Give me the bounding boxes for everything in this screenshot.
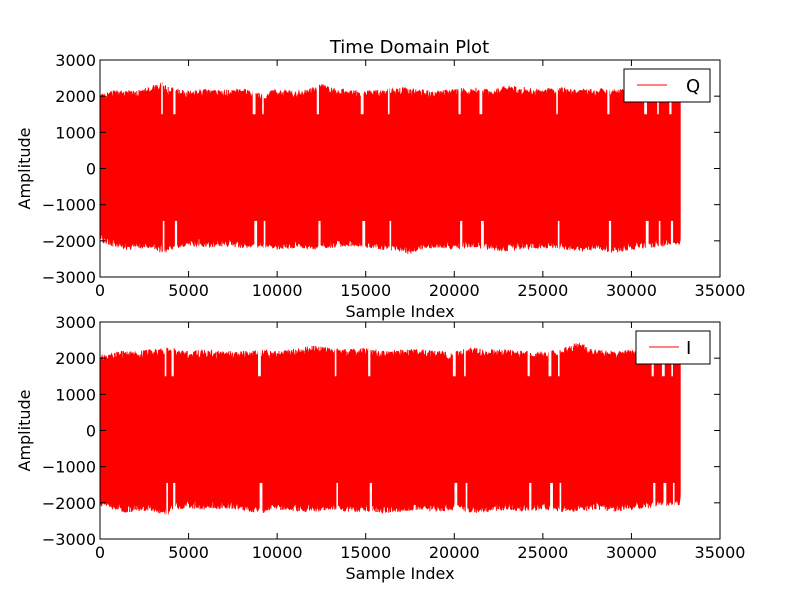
i-y-tick-label: 0 (86, 422, 96, 441)
i-signal-dip-top (452, 345, 456, 377)
q-y-tick-label: 3000 (55, 51, 96, 70)
q-signal-dip-bottom (318, 220, 321, 254)
i-channel-subplot: 0 5000 10000 15000 20000 25000 30000 35000−3000… (15, 313, 745, 583)
q-signal-dip-top (173, 83, 176, 115)
q-signal-dip-bottom (557, 220, 560, 254)
i-signal-dip-bottom (166, 482, 168, 516)
q-signal-dip-bottom (174, 220, 178, 254)
q-x-tick-label: 35000 (695, 281, 746, 300)
q-x-tick-label: 0 (95, 281, 105, 300)
i-signal-dip-bottom (653, 482, 656, 516)
i-legend: I (635, 330, 711, 365)
i-signal-dip-bottom (529, 482, 532, 516)
i-signal-dip-top (171, 345, 174, 377)
q-x-tick-label: 20000 (429, 281, 480, 300)
i-signal-dip-bottom (559, 482, 562, 516)
q-x-tick-label: 30000 (606, 281, 657, 300)
q-x-axis-label: Sample Index (345, 302, 454, 321)
q-y-tick-label: −1000 (42, 196, 96, 215)
i-signal-dip-top (527, 345, 530, 377)
i-y-axis-label: Amplitude (15, 390, 34, 472)
q-legend: Q (623, 68, 711, 103)
i-signal-dip-bottom (663, 482, 667, 516)
i-signal-dip-bottom (369, 482, 372, 516)
i-y-tick-label: −3000 (42, 530, 96, 549)
i-x-tick-label: 25000 (517, 543, 568, 562)
i-signal-dip-bottom (173, 482, 176, 516)
q-x-tick-label: 25000 (517, 281, 568, 300)
figure-title: Time Domain Plot (329, 37, 489, 58)
q-legend-label: Q (686, 76, 700, 97)
q-signal-dip-bottom (608, 220, 612, 254)
i-signal-dip-bottom (259, 482, 263, 516)
i-x-tick-label: 35000 (695, 543, 746, 562)
i-y-tick-label: 2000 (55, 349, 96, 368)
i-x-tick-label: 30000 (606, 543, 657, 562)
i-signal-trace (99, 343, 681, 515)
i-signal-dip-top (558, 345, 560, 377)
q-signal-dip-top (556, 83, 558, 115)
q-y-tick-label: −2000 (42, 232, 96, 251)
i-signal-dip-bottom (465, 482, 468, 516)
q-signal-dip-bottom (645, 220, 649, 254)
i-x-axis-label: Sample Index (345, 564, 454, 583)
q-x-tick-label: 5000 (168, 281, 209, 300)
q-signal-series (99, 82, 681, 254)
i-axis-ticks: 0 5000 10000 15000 20000 25000 30000 35000−3000… (42, 313, 746, 562)
i-signal-dip-top (464, 345, 466, 377)
i-legend-label: I (686, 338, 691, 359)
q-signal-dip-bottom (263, 220, 266, 254)
q-signal-dip-bottom (670, 220, 674, 254)
i-x-tick-label: 15000 (340, 543, 391, 562)
q-signal-dip-bottom (460, 220, 463, 254)
i-x-tick-label: 10000 (252, 543, 303, 562)
i-x-tick-label: 5000 (168, 543, 209, 562)
q-x-tick-label: 10000 (252, 281, 303, 300)
i-signal-dip-bottom (454, 482, 458, 516)
q-signal-dip-top (607, 83, 610, 115)
i-signal-dip-top (258, 345, 261, 377)
i-signal-series (99, 342, 681, 516)
i-signal-dip-top (548, 345, 552, 377)
i-y-tick-label: −2000 (42, 494, 96, 513)
i-signal-dip-top (334, 345, 337, 377)
q-signal-dip-top (161, 83, 163, 115)
q-signal-dip-top (252, 83, 256, 115)
i-x-tick-label: 0 (95, 543, 105, 562)
q-signal-dip-top (387, 83, 390, 115)
q-signal-dip-top (316, 83, 319, 115)
q-signal-dip-bottom (481, 220, 484, 254)
q-channel-subplot: 0 5000 10000 15000 20000 25000 30000 35000−3000… (15, 51, 745, 321)
q-signal-dip-bottom (658, 220, 661, 254)
q-signal-dip-bottom (362, 220, 366, 254)
i-signal-dip-top (368, 345, 371, 377)
i-signal-dip-bottom (336, 482, 338, 516)
q-signal-dip-top (360, 83, 364, 115)
q-y-tick-label: 0 (86, 160, 96, 179)
i-y-tick-label: 1000 (55, 385, 96, 404)
i-x-tick-label: 20000 (429, 543, 480, 562)
q-signal-dip-bottom (254, 220, 258, 254)
q-y-tick-label: 1000 (55, 123, 96, 142)
i-y-tick-label: 3000 (55, 313, 96, 332)
i-signal-dip-bottom (672, 482, 675, 516)
q-signal-dip-top (479, 83, 483, 115)
q-signal-dip-top (262, 83, 264, 115)
q-x-tick-label: 15000 (340, 281, 391, 300)
q-axis-ticks: 0 5000 10000 15000 20000 25000 30000 35000−3000… (42, 51, 746, 300)
q-signal-dip-top (458, 83, 461, 115)
q-y-tick-label: −3000 (42, 268, 96, 287)
i-signal-dip-bottom (550, 482, 553, 516)
q-y-axis-label: Amplitude (15, 128, 34, 210)
q-y-tick-label: 2000 (55, 87, 96, 106)
i-y-tick-label: −1000 (42, 458, 96, 477)
q-signal-dip-bottom (162, 220, 165, 254)
q-signal-dip-bottom (389, 220, 392, 254)
i-signal-dip-top (164, 345, 167, 377)
